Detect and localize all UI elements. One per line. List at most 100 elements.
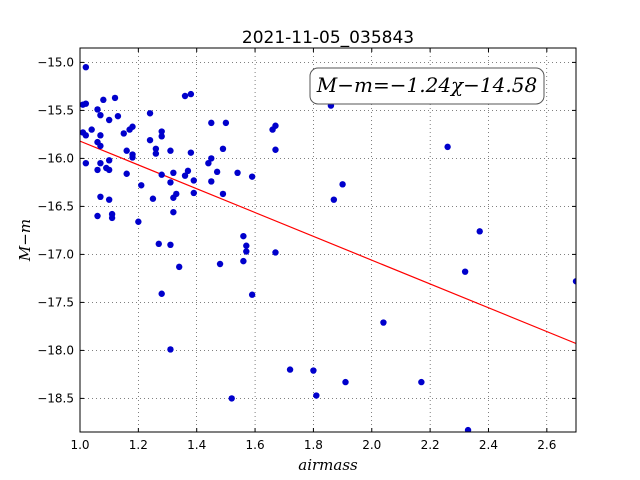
fit-annotation: M−m=−1.24χ−14.58 <box>309 67 545 105</box>
y-tick-label: −16.5 <box>37 199 74 213</box>
data-point <box>88 126 95 133</box>
data-point <box>129 154 136 161</box>
data-point <box>94 106 101 113</box>
data-point <box>105 116 113 124</box>
data-point <box>216 260 224 268</box>
data-point <box>272 122 279 129</box>
data-point <box>286 366 294 373</box>
y-tick-label: −18.0 <box>37 343 74 357</box>
y-tick-label: −15.0 <box>37 55 74 69</box>
x-tick-label: 1.8 <box>304 438 323 452</box>
fit-annotation-box <box>309 67 545 105</box>
data-point <box>313 392 320 399</box>
data-point <box>120 130 127 137</box>
data-point <box>97 160 104 167</box>
data-point <box>213 168 221 176</box>
x-tick-label: 2.0 <box>362 438 381 452</box>
x-tick-label: 2.6 <box>537 438 556 452</box>
data-point <box>167 147 174 154</box>
plot-area <box>79 47 577 433</box>
data-point <box>158 128 165 135</box>
y-tick-label: −17.5 <box>37 295 74 309</box>
chart-title: 2021-11-05_035843 <box>242 28 414 48</box>
x-tick-label: 1.4 <box>187 438 206 452</box>
data-point <box>105 166 113 174</box>
data-point <box>158 133 165 140</box>
data-point <box>208 155 215 162</box>
data-point <box>135 218 142 225</box>
data-point <box>114 112 122 120</box>
x-tick-label: 1.2 <box>129 438 148 452</box>
data-point <box>97 112 104 119</box>
data-points <box>80 63 576 432</box>
y-tick-label: −17.0 <box>37 247 74 261</box>
grid-lines <box>80 48 576 432</box>
data-point <box>167 179 174 186</box>
y-tick-label: −16.0 <box>37 151 74 165</box>
data-point <box>170 208 177 216</box>
data-point <box>205 160 212 167</box>
data-point <box>146 136 154 144</box>
data-point <box>167 241 174 248</box>
data-point <box>272 249 279 256</box>
data-point <box>248 291 256 298</box>
data-point <box>234 169 241 176</box>
data-point <box>330 196 338 203</box>
data-point <box>149 195 157 202</box>
data-point <box>243 248 250 255</box>
x-tick-label: 1.0 <box>70 438 89 452</box>
data-point <box>181 172 189 179</box>
data-point <box>339 181 346 188</box>
y-tick-label: −18.5 <box>37 391 74 405</box>
data-point <box>190 189 197 197</box>
data-point <box>146 110 154 117</box>
data-point <box>190 177 197 184</box>
data-point <box>184 167 192 175</box>
data-point <box>82 100 90 107</box>
data-point <box>187 149 195 156</box>
plot-background <box>80 48 576 432</box>
data-point <box>240 232 247 240</box>
x-tick-labels: 1.0 1.2 1.4 1.6 1.8 2.0 2.2 2.4 2.6 <box>70 438 556 452</box>
data-point <box>108 214 116 222</box>
y-tick-label: −15.5 <box>37 103 74 117</box>
data-point <box>187 90 195 98</box>
data-point <box>97 132 104 139</box>
data-point <box>155 240 162 248</box>
data-point <box>170 169 177 176</box>
data-point <box>243 242 250 249</box>
data-point <box>105 196 113 203</box>
data-point <box>82 132 90 139</box>
data-point <box>181 92 189 100</box>
data-point <box>342 378 349 386</box>
data-point <box>152 145 160 152</box>
x-axis-label: airmass <box>298 456 358 474</box>
data-point <box>272 146 279 153</box>
data-point <box>219 190 227 198</box>
data-point <box>228 395 235 402</box>
data-point <box>94 166 101 174</box>
x-tick-label: 2.2 <box>421 438 440 452</box>
data-point <box>167 346 174 353</box>
data-point <box>152 150 160 157</box>
data-point <box>444 143 451 151</box>
data-point <box>100 96 107 104</box>
data-point <box>82 63 90 71</box>
data-point <box>158 290 165 297</box>
data-point <box>97 142 104 150</box>
data-point <box>82 160 90 167</box>
data-point <box>240 257 247 265</box>
data-point <box>310 367 317 374</box>
data-point <box>138 182 145 189</box>
axis-ticks <box>79 48 576 432</box>
data-point <box>158 171 165 178</box>
data-point <box>94 212 101 220</box>
y-axis-label: M−m <box>16 219 34 262</box>
data-point <box>97 193 104 200</box>
data-point <box>461 268 469 275</box>
data-point <box>219 145 227 152</box>
data-point <box>176 263 183 271</box>
x-tick-label: 1.6 <box>246 438 265 452</box>
data-point <box>464 426 472 432</box>
